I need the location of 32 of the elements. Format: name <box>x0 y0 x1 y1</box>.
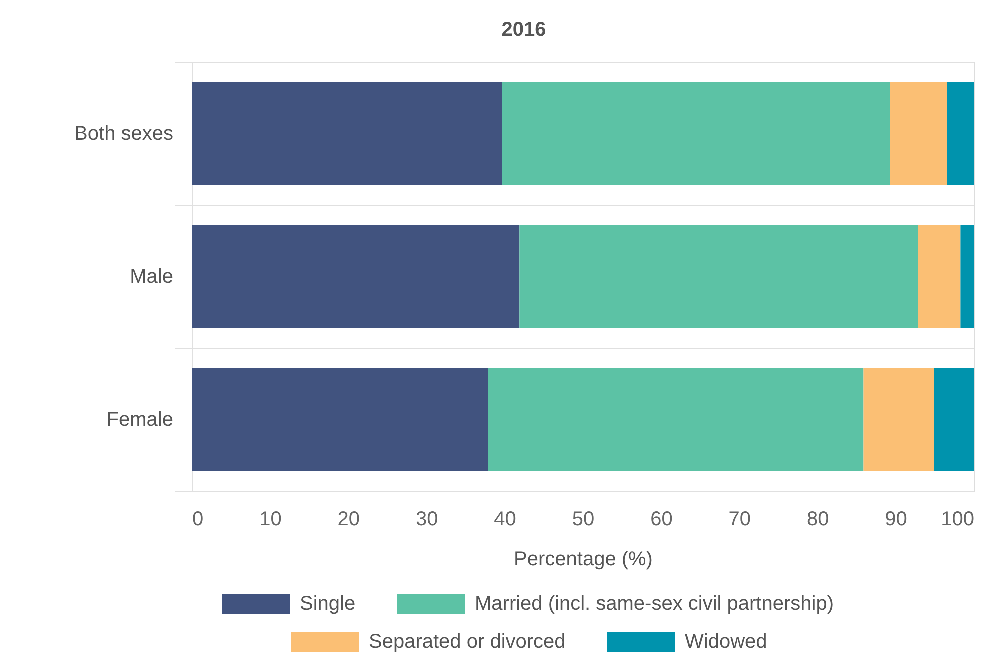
legend-label: Married (incl. same-sex civil partnership) <box>475 593 834 615</box>
bar <box>192 82 502 185</box>
x-tick-label: 60 <box>650 508 673 530</box>
y-tick-label: Both sexes <box>74 123 174 145</box>
bar <box>192 368 488 471</box>
x-tick-label: 20 <box>338 508 360 530</box>
x-tick-label: 40 <box>494 508 516 530</box>
legend-label: Widowed <box>685 631 768 653</box>
bar <box>488 368 864 471</box>
bar <box>192 225 520 328</box>
bar <box>502 82 890 185</box>
bar <box>520 225 918 328</box>
x-tick-label: 100 <box>941 508 974 530</box>
x-tick-label: 80 <box>806 508 830 530</box>
x-tick-label: 70 <box>728 508 752 530</box>
x-tick-label: 90 <box>885 508 908 530</box>
y-tick-label: Female <box>106 409 174 431</box>
bar <box>890 82 948 185</box>
chart-title: 2016 <box>502 19 546 41</box>
x-tick-label: 10 <box>260 508 282 530</box>
x-tick-label: 0 <box>192 508 204 530</box>
bar <box>934 368 974 471</box>
x-tick-label: 30 <box>416 508 438 530</box>
x-axis-title: Percentage (%) <box>514 548 653 570</box>
y-tick-label: Male <box>130 266 174 288</box>
bar <box>947 82 974 185</box>
legend-label: Single <box>300 593 356 615</box>
bar <box>960 225 974 328</box>
x-tick-label: 50 <box>572 508 595 530</box>
bar <box>918 225 961 328</box>
legend-label: Separated or divorced <box>369 631 566 653</box>
bar <box>864 368 934 471</box>
